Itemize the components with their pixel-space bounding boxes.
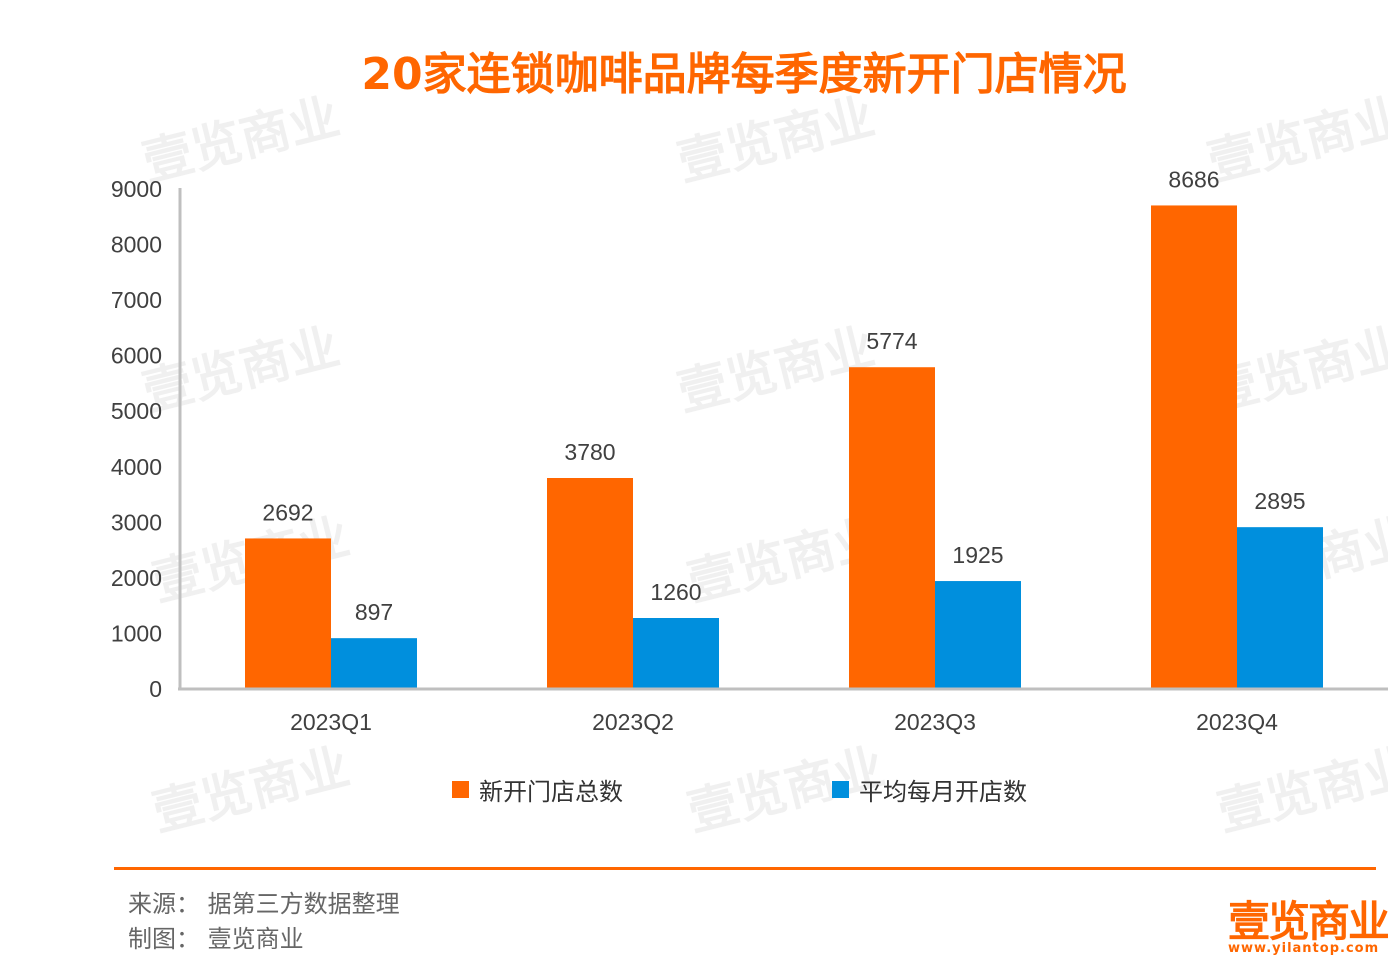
y-tick-label: 0 [149,676,162,702]
y-tick-label: 8000 [111,232,162,258]
bar [547,478,633,688]
chart-title: 20家连锁咖啡品牌每季度新开门店情况 [361,49,1127,100]
data-label: 1260 [650,579,701,605]
legend-label: 平均每月开店数 [859,778,1027,806]
bar [849,367,935,688]
legend-item-total: 新开门店总数 [452,772,623,807]
x-tick-label: 2023Q4 [1196,709,1278,735]
y-tick-label: 5000 [111,398,162,424]
data-label: 8686 [1168,166,1219,192]
bar [245,538,331,688]
y-tick-label: 9000 [111,176,162,202]
source-note: 来源： 据第三方数据整理 [128,890,400,918]
data-label: 897 [355,599,393,625]
y-tick-label: 6000 [111,343,162,369]
bar [1237,527,1323,688]
y-tick-label: 7000 [111,287,162,313]
x-tick-label: 2023Q3 [894,709,976,735]
data-label: 5774 [866,328,917,354]
brand-url: www.yilantop.com [1228,941,1380,956]
brand-logo: 壹览商业 [1228,897,1388,946]
legend-label: 新开门店总数 [479,778,623,806]
legend-swatch-blue [832,781,849,798]
legend-item-monthly: 平均每月开店数 [832,772,1027,807]
legend-swatch-orange [452,781,469,798]
bar [331,638,417,688]
x-tick-label: 2023Q1 [290,709,372,735]
bar-chart: 0 1000 2000 3000 4000 5000 6000 7000 8000 9000 269… [111,166,1388,735]
maker-note: 制图： 壹览商业 [128,925,304,953]
y-tick-label: 4000 [111,454,162,480]
data-label: 2692 [262,499,313,525]
data-label: 2895 [1254,488,1305,514]
bar [935,581,1021,688]
divider [114,867,1376,870]
bar [633,618,719,688]
x-tick-label: 2023Q2 [592,709,674,735]
data-label: 1925 [952,542,1003,568]
y-tick-label: 2000 [111,565,162,591]
y-tick-label: 3000 [111,509,162,535]
bar [1151,205,1237,688]
data-label: 3780 [564,439,615,465]
y-tick-label: 1000 [111,620,162,646]
